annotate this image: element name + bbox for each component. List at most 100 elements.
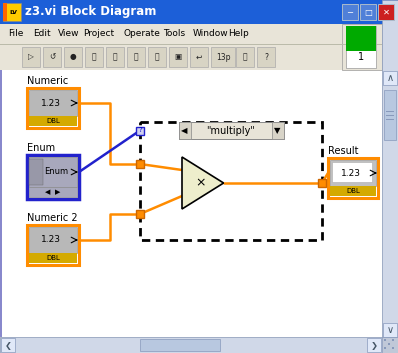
- Text: Enum: Enum: [44, 168, 68, 176]
- Text: ▼: ▼: [274, 126, 281, 135]
- Bar: [27, 88, 79, 128]
- Bar: [388, 343, 390, 345]
- Bar: [330, 186, 376, 196]
- Text: LV: LV: [9, 10, 17, 14]
- Bar: [383, 323, 397, 337]
- Bar: [342, 24, 382, 70]
- Text: View: View: [58, 30, 80, 38]
- Text: Operate: Operate: [123, 30, 160, 38]
- Bar: [392, 347, 394, 349]
- Text: ⏸: ⏸: [92, 53, 96, 61]
- Text: ↺: ↺: [49, 53, 55, 61]
- Bar: [29, 90, 77, 116]
- Bar: [27, 155, 79, 199]
- Text: z3.vi Block Diagram: z3.vi Block Diagram: [25, 6, 156, 18]
- Bar: [346, 26, 376, 68]
- Text: DBL: DBL: [46, 118, 60, 124]
- Bar: [330, 160, 376, 186]
- Text: ?: ?: [138, 127, 142, 133]
- Text: 1.23: 1.23: [41, 235, 61, 245]
- Bar: [360, 4, 376, 20]
- Bar: [384, 347, 386, 349]
- Bar: [43, 47, 61, 67]
- Bar: [3, 3, 21, 21]
- Bar: [169, 47, 187, 67]
- Bar: [384, 339, 386, 341]
- Bar: [106, 47, 124, 67]
- Text: □: □: [364, 7, 372, 17]
- Bar: [127, 47, 145, 67]
- Bar: [3, 3, 7, 21]
- Text: ×: ×: [195, 176, 205, 190]
- Text: ∨: ∨: [386, 325, 394, 335]
- Bar: [236, 47, 254, 67]
- Bar: [386, 119, 394, 120]
- Bar: [0, 70, 2, 337]
- Text: File: File: [8, 30, 23, 38]
- Text: Enum: Enum: [27, 143, 55, 153]
- Text: ◀: ◀: [45, 189, 51, 195]
- Text: Numeric: Numeric: [27, 76, 68, 86]
- Text: Window: Window: [193, 30, 228, 38]
- Bar: [0, 24, 382, 44]
- Text: 🔍: 🔍: [243, 53, 247, 61]
- Text: DBL: DBL: [346, 188, 360, 194]
- Bar: [0, 337, 398, 353]
- Bar: [318, 179, 326, 187]
- Text: ?: ?: [264, 53, 268, 61]
- Text: Edit: Edit: [33, 30, 51, 38]
- Bar: [328, 158, 378, 198]
- Polygon shape: [182, 157, 224, 209]
- Bar: [140, 122, 322, 240]
- Text: ✕: ✕: [382, 7, 390, 17]
- Bar: [178, 122, 283, 139]
- Bar: [382, 0, 398, 353]
- Bar: [27, 225, 79, 265]
- Bar: [29, 187, 77, 197]
- Text: 💡: 💡: [113, 53, 117, 61]
- Bar: [383, 71, 397, 85]
- Bar: [211, 47, 235, 67]
- Text: ⬛: ⬛: [155, 53, 159, 61]
- Text: ▷: ▷: [28, 53, 34, 61]
- Text: "multiply": "multiply": [207, 126, 256, 136]
- Text: ▣: ▣: [174, 53, 181, 61]
- Bar: [346, 26, 376, 51]
- Text: 📡: 📡: [134, 53, 139, 61]
- Text: Project: Project: [83, 30, 114, 38]
- Text: ∧: ∧: [386, 73, 394, 83]
- Bar: [22, 47, 40, 67]
- Bar: [85, 47, 103, 67]
- Bar: [148, 47, 166, 67]
- Text: 1.23: 1.23: [41, 98, 61, 108]
- Text: 13p: 13p: [216, 53, 230, 61]
- Text: Tools: Tools: [163, 30, 185, 38]
- Bar: [384, 90, 396, 140]
- Bar: [136, 160, 144, 168]
- Bar: [136, 126, 144, 134]
- Bar: [0, 70, 382, 337]
- Bar: [29, 253, 77, 263]
- Text: Help: Help: [228, 30, 249, 38]
- Bar: [382, 337, 398, 353]
- Text: ◀: ◀: [181, 126, 188, 135]
- Bar: [190, 47, 208, 67]
- Bar: [342, 4, 358, 20]
- Bar: [1, 338, 15, 352]
- Text: 1: 1: [358, 52, 364, 62]
- Bar: [271, 122, 283, 139]
- Text: ❮: ❮: [4, 341, 12, 349]
- Bar: [64, 47, 82, 67]
- Bar: [136, 210, 144, 218]
- Bar: [386, 111, 394, 112]
- Bar: [332, 162, 372, 182]
- Bar: [0, 44, 398, 45]
- Bar: [378, 4, 394, 20]
- Bar: [140, 339, 220, 351]
- Bar: [392, 339, 394, 341]
- Bar: [29, 227, 77, 253]
- Bar: [386, 115, 394, 116]
- Text: 1.23: 1.23: [341, 168, 361, 178]
- Text: ─: ─: [347, 7, 353, 17]
- Bar: [29, 159, 43, 185]
